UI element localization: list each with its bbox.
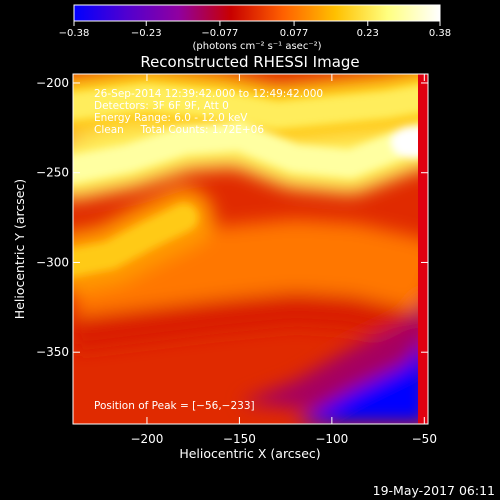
- colorbar-tick-label: −0.38: [59, 28, 90, 39]
- colorbar-gradient: [74, 5, 440, 21]
- annotation-detectors: Detectors: 3F 6F 9F, Att 0: [94, 100, 229, 112]
- emission-ridge: [73, 83, 428, 130]
- colorbar-tick-label: −0.23: [131, 28, 162, 39]
- chart-title: Reconstructed RHESSI Image: [140, 53, 359, 71]
- annotation-total-counts: Clean Total Counts: 1.72E+06: [94, 124, 264, 136]
- y-tick-label: −250: [36, 166, 69, 180]
- heatmap-right-edge-strip: [418, 74, 428, 424]
- y-tick-label: −200: [36, 76, 69, 90]
- dim-lower-band: [73, 219, 428, 335]
- x-tick-label: −200: [130, 432, 163, 446]
- colorbar-ticks: −0.38 −0.23 −0.077 0.077 0.23 0.38: [59, 21, 451, 39]
- colorbar: −0.38 −0.23 −0.077 0.077 0.23 0.38 (photons c…: [59, 4, 451, 52]
- colorbar-units-label: (photons cm⁻² s⁻¹ asec⁻²): [192, 41, 321, 52]
- colorbar-tick-label: −0.077: [201, 28, 238, 39]
- axes: −200 −150 −100 −50 −200 −250 −300 −350: [36, 74, 437, 446]
- colorbar-tick-label: 0.23: [357, 28, 379, 39]
- heatmap-image: [73, 74, 428, 424]
- y-tick-label: −350: [36, 345, 69, 359]
- dark-lane: [73, 292, 428, 352]
- annotation-block: 26-Sep-2014 12:39:42.000 to 12:49:42.000…: [94, 88, 323, 136]
- negative-region: [294, 334, 428, 424]
- y-tick-label: −300: [36, 255, 69, 269]
- x-tick-label: −50: [412, 432, 437, 446]
- emission-ridge: [73, 203, 198, 277]
- colorbar-frame: [73, 4, 441, 22]
- colorbar-tick-label: 0.077: [280, 28, 309, 39]
- peak-position-label: Position of Peak = [−56,−233]: [94, 400, 255, 412]
- x-tick-label: −100: [315, 432, 348, 446]
- annotation-time-range: 26-Sep-2014 12:39:42.000 to 12:49:42.000: [94, 88, 323, 100]
- y-axis-label: Heliocentric Y (arcsec): [12, 179, 27, 319]
- colorbar-tick-label: 0.38: [429, 28, 451, 39]
- x-tick-label: −150: [223, 432, 256, 446]
- footer-date: 19-May-2017 06:11: [373, 483, 495, 498]
- plot-frame: [72, 73, 429, 425]
- x-axis-label: Heliocentric X (arcsec): [179, 446, 320, 461]
- annotation-energy-range: Energy Range: 6.0 - 12.0 keV: [94, 112, 248, 124]
- peak-emission: [391, 126, 428, 159]
